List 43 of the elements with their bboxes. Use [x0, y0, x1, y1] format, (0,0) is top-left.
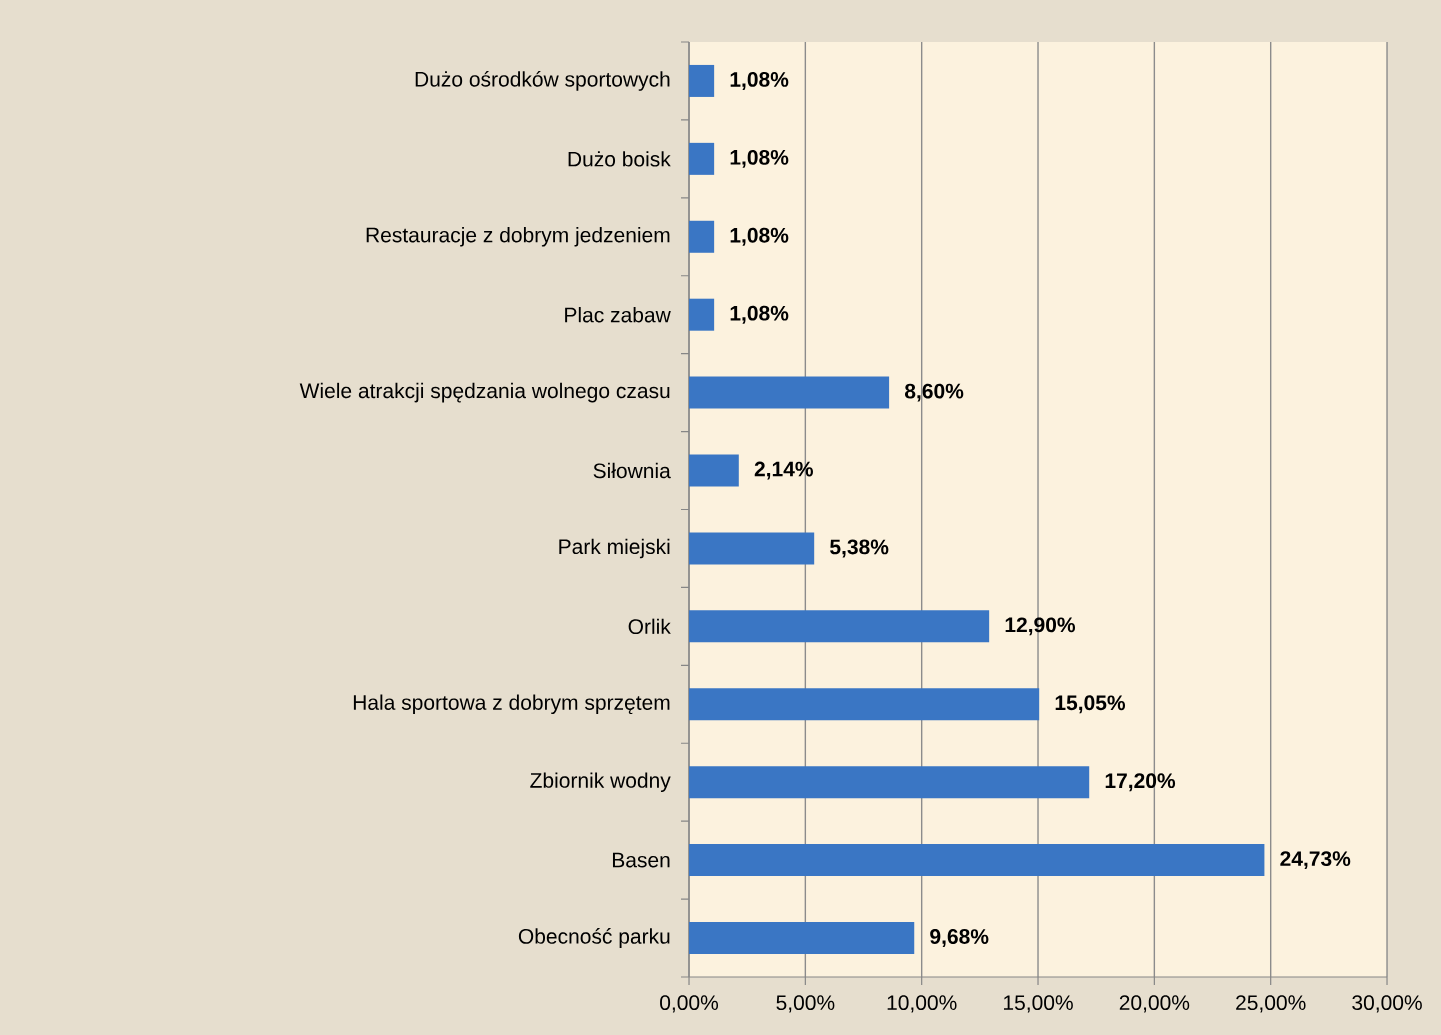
y-tick-label: Wiele atrakcji spędzania wolnego czasu [299, 382, 670, 403]
bar [689, 844, 1265, 877]
data-label: 12,90% [1005, 617, 1076, 636]
data-label: 8,60% [904, 383, 964, 402]
data-label: 1,08% [730, 149, 789, 168]
bar [689, 298, 715, 331]
y-tick-label: Dużo boisk [568, 151, 671, 167]
bar [689, 766, 1090, 799]
data-label: 9,68% [930, 929, 989, 947]
x-tick-label: 0,00% [660, 995, 719, 1013]
x-tick-label: 10,00% [887, 995, 957, 1013]
y-tick-label: Basen [612, 852, 670, 868]
bar [689, 142, 715, 175]
data-label: 1,08% [730, 305, 789, 324]
bar [689, 922, 915, 955]
y-tick-label: Siłownia [593, 462, 671, 479]
x-tick-label: 25,00% [1236, 995, 1306, 1013]
data-label: 2,14% [754, 461, 813, 480]
data-label: 5,38% [830, 539, 889, 558]
x-tick-label: 20,00% [1119, 995, 1190, 1013]
bar [689, 220, 715, 253]
data-label: 17,20% [1105, 773, 1176, 792]
y-tick-label: Dużo ośrodków sportowych [415, 71, 670, 91]
bar [689, 64, 715, 97]
data-label: 15,05% [1055, 695, 1126, 714]
bar [689, 610, 990, 643]
y-tick-label: Zbiornik wodny [530, 772, 671, 792]
bar [689, 532, 815, 565]
x-tick-label: 30,00% [1352, 995, 1422, 1013]
bar [689, 454, 739, 487]
y-tick-label: Plac zabaw [565, 306, 671, 323]
data-label: 1,08% [730, 227, 789, 246]
y-tick-label: Hala sportowa z dobrym sprzętem [353, 694, 670, 715]
y-tick-label: Obecność parku [518, 928, 670, 948]
bar [689, 688, 1040, 721]
y-tick-label: Orlik [628, 618, 671, 635]
data-label: 24,73% [1280, 851, 1351, 870]
data-label: 1,08% [730, 71, 789, 90]
x-tick-label: 15,00% [1004, 995, 1073, 1013]
x-tick-label: 5,00% [776, 995, 835, 1013]
bar [689, 376, 890, 409]
y-tick-label: Restauracje z dobrym jedzeniem [366, 226, 670, 247]
y-tick-label: Park miejski [559, 538, 670, 559]
